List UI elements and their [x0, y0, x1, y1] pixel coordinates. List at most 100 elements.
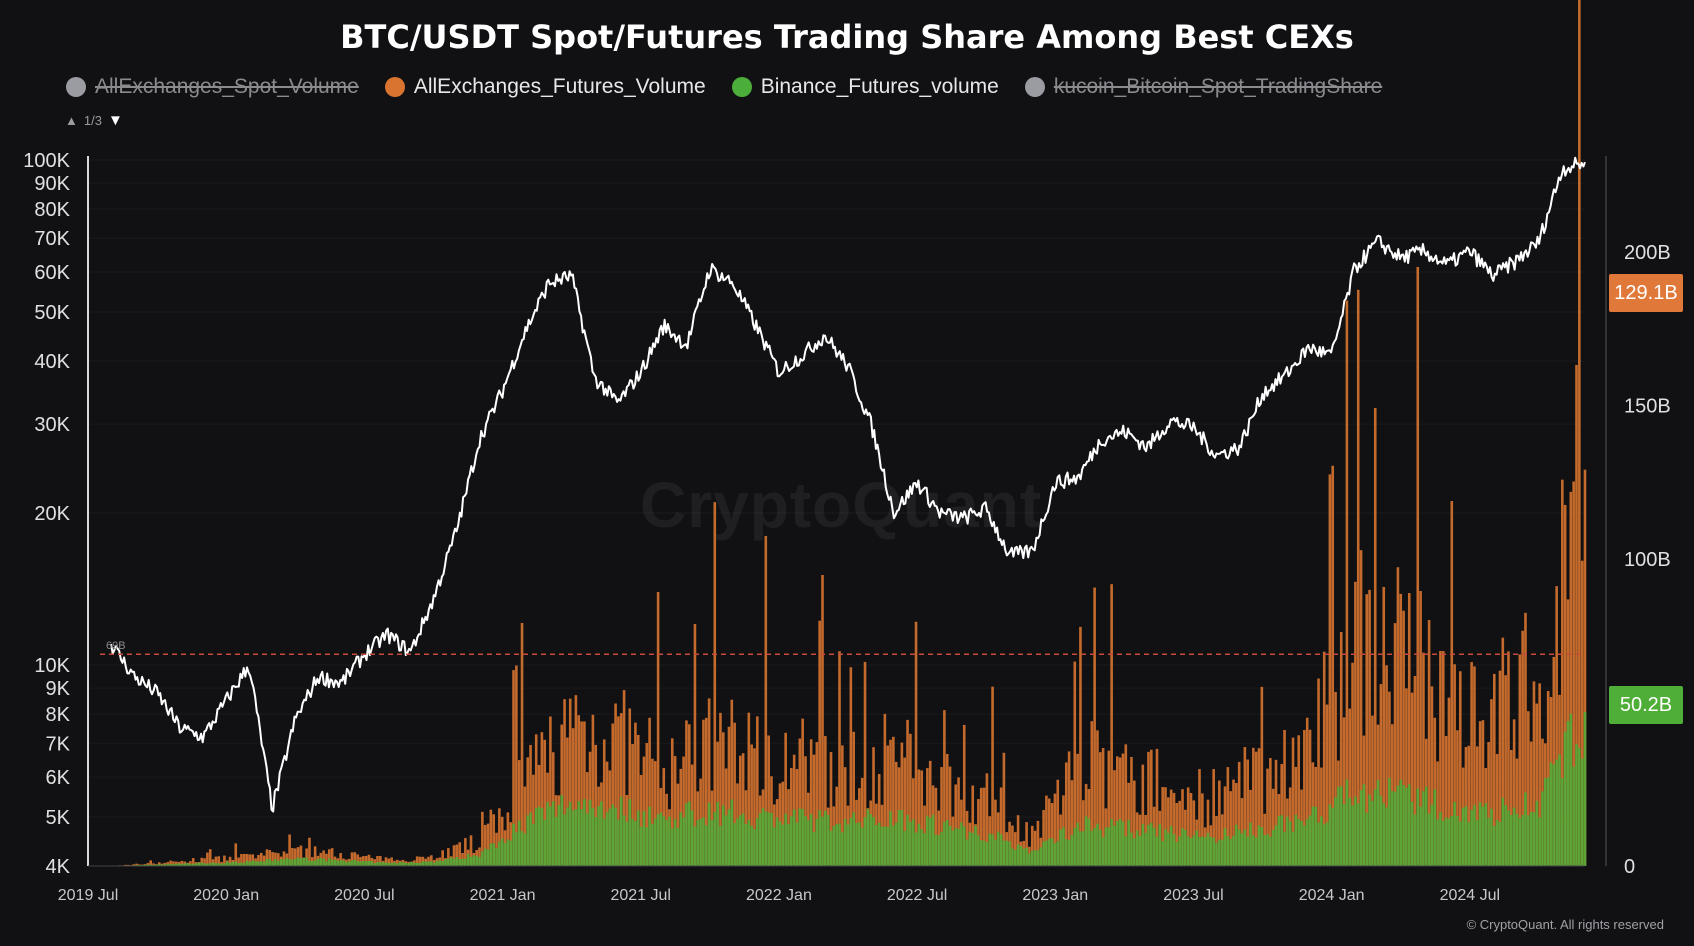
futures-bar [1232, 779, 1235, 866]
futures-bar [1447, 697, 1451, 866]
binance-bar [342, 860, 345, 866]
binance-bar [1025, 847, 1028, 866]
futures-bar [809, 739, 813, 866]
binance-bar [988, 833, 992, 866]
legend-item-binance-futures[interactable]: Binance_Futures_volume [731, 75, 999, 99]
binance-bar [1512, 807, 1516, 866]
futures-bar [166, 862, 170, 866]
futures-bar [387, 858, 391, 866]
binance-bar [1030, 850, 1034, 866]
futures-bar [804, 756, 807, 866]
futures-bar [1328, 474, 1332, 866]
binance-bar [1232, 835, 1235, 866]
binance-bar [770, 812, 773, 866]
binance-bar [1510, 815, 1513, 866]
binance-bar [1045, 840, 1048, 866]
futures-bar [1186, 787, 1190, 866]
legend-item-spot-volume[interactable]: AllExchanges_Spot_Volume [66, 75, 359, 99]
binance-bar [1081, 831, 1085, 866]
futures-bar [135, 863, 138, 866]
futures-bar [940, 767, 943, 866]
binance-bar [1229, 838, 1232, 866]
watermark: CryptoQuant [640, 469, 1043, 541]
futures-bar [469, 835, 473, 866]
futures-bar [228, 856, 232, 866]
binance-bar [628, 799, 632, 866]
legend-label: Binance_Futures_volume [760, 75, 999, 98]
futures-bar [1155, 748, 1159, 866]
binance-bar [1580, 758, 1584, 866]
futures-bar [1240, 798, 1244, 866]
futures-bar [591, 714, 595, 866]
binance-bar [903, 830, 907, 866]
pager-down-icon[interactable]: ▼ [107, 112, 123, 129]
futures-bar [1524, 612, 1527, 866]
futures-bar [979, 787, 983, 866]
futures-bar [1473, 666, 1476, 866]
binance-bar [702, 817, 705, 866]
futures-bar [673, 756, 677, 866]
binance-bar [1478, 802, 1482, 866]
binance-bar [1277, 816, 1281, 866]
futures-bar [1133, 780, 1136, 866]
binance-bar [619, 796, 623, 866]
binance-bar [909, 821, 912, 866]
binance-bar [1056, 841, 1060, 866]
binance-bar [464, 858, 467, 866]
binance-bar [642, 811, 646, 866]
futures-bar [1490, 699, 1493, 866]
binance-bar [1453, 801, 1456, 866]
binance-bar [1419, 806, 1422, 866]
legend-item-kucoin-share[interactable]: kucoin_Bitcoin_Spot_TradingShare [1024, 75, 1382, 99]
binance-bar [299, 858, 303, 866]
binance-bar [529, 812, 532, 866]
binance-bar [1152, 827, 1156, 866]
binance-bar [268, 859, 272, 866]
futures-bar [971, 785, 975, 866]
binance-bar [534, 808, 538, 866]
binance-bar [191, 863, 195, 866]
binance-bar [1561, 778, 1564, 866]
binance-bar [1413, 814, 1417, 866]
futures-bar [685, 720, 688, 866]
binance-bar [1569, 713, 1573, 866]
binance-bar [920, 829, 924, 866]
futures-bar [645, 743, 649, 866]
binance-bar [1368, 794, 1371, 866]
futures-bar [421, 856, 425, 866]
futures-bar [483, 824, 487, 866]
binance-bar [994, 839, 997, 866]
binance-bar [254, 861, 257, 866]
futures-bar [1260, 686, 1264, 866]
pager-up-icon[interactable]: ▲ [65, 113, 78, 128]
futures-bar [1572, 481, 1575, 866]
binance-bar [563, 814, 566, 866]
futures-bar [1561, 479, 1564, 866]
binance-bar [438, 860, 442, 866]
futures-bar [693, 624, 697, 866]
futures-bar [945, 753, 949, 866]
binance-bar [784, 813, 787, 866]
futures-bar [1050, 803, 1054, 866]
binance-bar [478, 857, 481, 866]
binance-bar [245, 860, 249, 866]
futures-bar [1067, 751, 1071, 866]
futures-bar [353, 852, 357, 866]
binance-bar [1215, 842, 1218, 866]
legend-dot-icon [1024, 77, 1045, 97]
binance-bar [971, 832, 975, 866]
binance-bar [602, 818, 606, 866]
futures-bar [1297, 735, 1301, 866]
binance-bar [1552, 764, 1556, 866]
copyright-text: © CryptoQuant. All rights reserved [1466, 917, 1664, 932]
legend-item-futures-volume[interactable]: AllExchanges_Futures_Volume [384, 75, 706, 99]
futures-bar [594, 744, 598, 866]
binance-bar [1498, 822, 1502, 866]
futures-bar [892, 736, 895, 866]
binance-bar [455, 856, 459, 866]
binance-bar [1059, 829, 1062, 866]
futures-bar [1399, 593, 1403, 866]
binance-bar [877, 822, 881, 866]
binance-bar [869, 813, 872, 866]
